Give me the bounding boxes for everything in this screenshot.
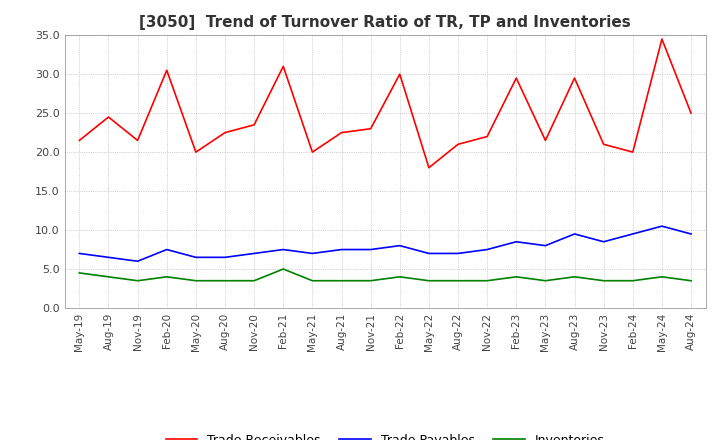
Trade Receivables [541, 138, 550, 143]
Inventories [220, 278, 229, 283]
Trade Payables [279, 247, 287, 252]
Inventories [250, 278, 258, 283]
Trade Receivables [629, 150, 637, 155]
Inventories [657, 274, 666, 279]
Trade Receivables [104, 114, 113, 120]
Trade Payables [657, 224, 666, 229]
Trade Receivables [220, 130, 229, 135]
Line: Inventories: Inventories [79, 269, 691, 281]
Trade Payables [454, 251, 462, 256]
Trade Receivables [512, 75, 521, 81]
Title: [3050]  Trend of Turnover Ratio of TR, TP and Inventories: [3050] Trend of Turnover Ratio of TR, TP… [140, 15, 631, 30]
Trade Receivables [308, 150, 317, 155]
Inventories [512, 274, 521, 279]
Inventories [454, 278, 462, 283]
Trade Payables [337, 247, 346, 252]
Inventories [541, 278, 550, 283]
Inventories [366, 278, 375, 283]
Trade Payables [220, 255, 229, 260]
Inventories [192, 278, 200, 283]
Trade Payables [192, 255, 200, 260]
Inventories [308, 278, 317, 283]
Trade Payables [483, 247, 492, 252]
Trade Payables [163, 247, 171, 252]
Trade Receivables [657, 37, 666, 42]
Legend: Trade Receivables, Trade Payables, Inventories: Trade Receivables, Trade Payables, Inven… [161, 429, 610, 440]
Inventories [163, 274, 171, 279]
Trade Payables [250, 251, 258, 256]
Trade Receivables [133, 138, 142, 143]
Trade Payables [366, 247, 375, 252]
Trade Receivables [454, 142, 462, 147]
Trade Receivables [599, 142, 608, 147]
Trade Receivables [395, 72, 404, 77]
Inventories [75, 270, 84, 275]
Trade Receivables [279, 64, 287, 69]
Trade Payables [425, 251, 433, 256]
Inventories [629, 278, 637, 283]
Trade Payables [687, 231, 696, 237]
Trade Payables [75, 251, 84, 256]
Line: Trade Receivables: Trade Receivables [79, 39, 691, 168]
Trade Receivables [337, 130, 346, 135]
Trade Payables [512, 239, 521, 244]
Trade Receivables [425, 165, 433, 170]
Trade Payables [541, 243, 550, 248]
Trade Receivables [687, 110, 696, 116]
Trade Payables [308, 251, 317, 256]
Trade Receivables [75, 138, 84, 143]
Trade Payables [104, 255, 113, 260]
Inventories [279, 266, 287, 271]
Inventories [104, 274, 113, 279]
Trade Payables [395, 243, 404, 248]
Trade Receivables [366, 126, 375, 132]
Trade Payables [599, 239, 608, 244]
Inventories [337, 278, 346, 283]
Trade Receivables [570, 75, 579, 81]
Inventories [425, 278, 433, 283]
Trade Payables [133, 259, 142, 264]
Trade Payables [629, 231, 637, 237]
Line: Trade Payables: Trade Payables [79, 226, 691, 261]
Inventories [599, 278, 608, 283]
Inventories [687, 278, 696, 283]
Inventories [483, 278, 492, 283]
Inventories [133, 278, 142, 283]
Inventories [395, 274, 404, 279]
Trade Receivables [163, 68, 171, 73]
Inventories [570, 274, 579, 279]
Trade Receivables [250, 122, 258, 128]
Trade Receivables [483, 134, 492, 139]
Trade Payables [570, 231, 579, 237]
Trade Receivables [192, 150, 200, 155]
